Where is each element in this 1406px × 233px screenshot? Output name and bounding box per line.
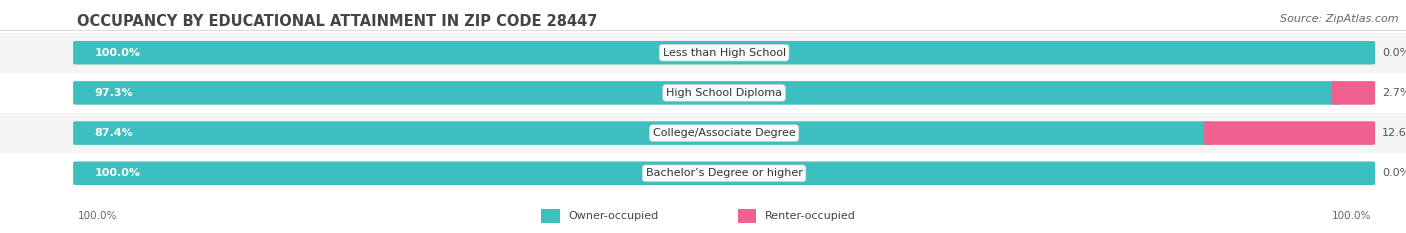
- Text: Bachelor’s Degree or higher: Bachelor’s Degree or higher: [645, 168, 803, 178]
- Text: High School Diploma: High School Diploma: [666, 88, 782, 98]
- Text: 87.4%: 87.4%: [94, 128, 134, 138]
- Text: OCCUPANCY BY EDUCATIONAL ATTAINMENT IN ZIP CODE 28447: OCCUPANCY BY EDUCATIONAL ATTAINMENT IN Z…: [77, 14, 598, 29]
- FancyBboxPatch shape: [73, 121, 1212, 145]
- FancyBboxPatch shape: [73, 41, 1375, 65]
- FancyBboxPatch shape: [0, 153, 1406, 193]
- FancyBboxPatch shape: [541, 209, 560, 223]
- FancyBboxPatch shape: [73, 81, 1375, 105]
- Text: College/Associate Degree: College/Associate Degree: [652, 128, 796, 138]
- Text: 2.7%: 2.7%: [1382, 88, 1406, 98]
- FancyBboxPatch shape: [73, 161, 1375, 185]
- Text: Less than High School: Less than High School: [662, 48, 786, 58]
- Text: 100.0%: 100.0%: [94, 48, 141, 58]
- FancyBboxPatch shape: [1331, 81, 1375, 105]
- Text: 97.3%: 97.3%: [94, 88, 132, 98]
- FancyBboxPatch shape: [73, 161, 1375, 185]
- FancyBboxPatch shape: [738, 209, 756, 223]
- FancyBboxPatch shape: [73, 81, 1340, 105]
- Text: 100.0%: 100.0%: [1331, 211, 1371, 220]
- FancyBboxPatch shape: [73, 41, 1375, 65]
- FancyBboxPatch shape: [0, 33, 1406, 73]
- Text: 12.6%: 12.6%: [1382, 128, 1406, 138]
- Text: 100.0%: 100.0%: [77, 211, 117, 220]
- FancyBboxPatch shape: [73, 121, 1375, 145]
- FancyBboxPatch shape: [0, 113, 1406, 153]
- Text: Owner-occupied: Owner-occupied: [568, 211, 658, 220]
- Text: 100.0%: 100.0%: [94, 168, 141, 178]
- Text: Renter-occupied: Renter-occupied: [765, 211, 856, 220]
- Text: 0.0%: 0.0%: [1382, 168, 1406, 178]
- Text: Source: ZipAtlas.com: Source: ZipAtlas.com: [1281, 14, 1399, 24]
- Text: 0.0%: 0.0%: [1382, 48, 1406, 58]
- FancyBboxPatch shape: [1204, 121, 1375, 145]
- FancyBboxPatch shape: [0, 73, 1406, 113]
